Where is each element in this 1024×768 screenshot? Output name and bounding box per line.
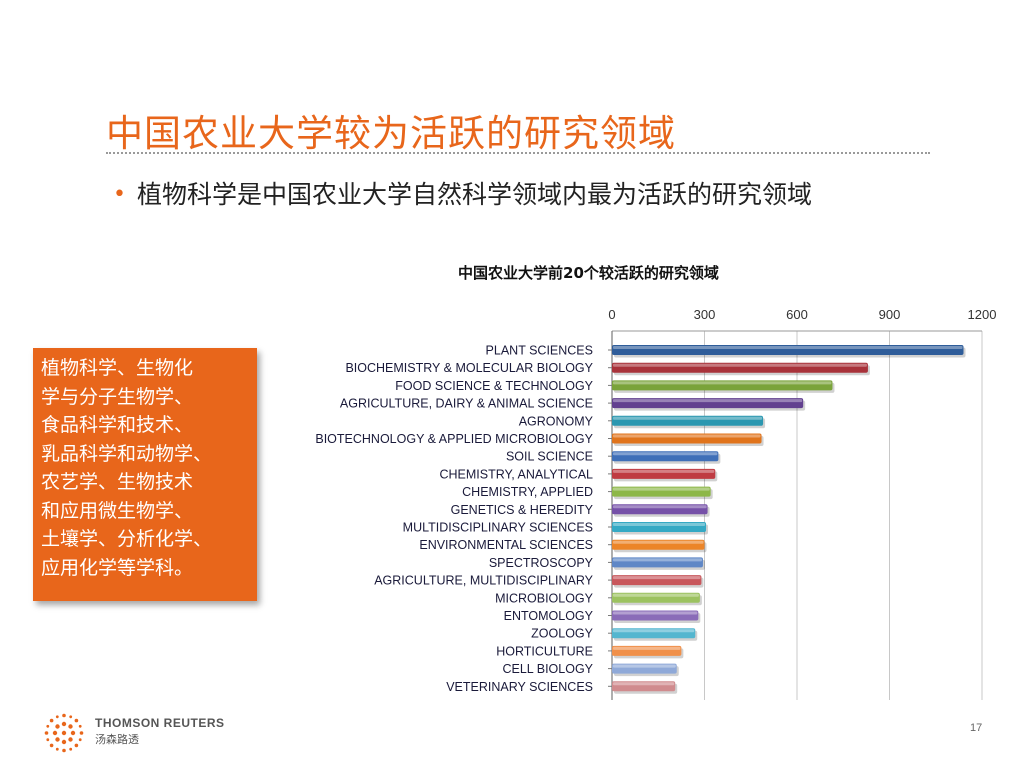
bar	[612, 380, 833, 391]
category-label: VETERINARY SCIENCES	[446, 680, 593, 694]
bar	[612, 486, 711, 497]
x-tick-label: 900	[879, 307, 901, 322]
category-label: ENVIRONMENTAL SCIENCES	[419, 538, 593, 552]
bar-highlight	[613, 452, 718, 456]
category-label: AGRICULTURE, DAIRY & ANIMAL SCIENCE	[340, 397, 593, 411]
callout-text: 植物科学、生物化 学与分子生物学、 食品科学和技术、 乳品科学和动物学、 农艺学…	[41, 357, 213, 579]
footer-brand-chinese: 汤森路透	[95, 733, 139, 746]
category-label: GENETICS & HEREDITY	[451, 503, 594, 517]
bar	[612, 610, 699, 621]
category-label: CELL BIOLOGY	[502, 662, 593, 676]
bar-highlight	[613, 381, 832, 385]
bar	[612, 663, 677, 674]
bar-highlight	[613, 576, 701, 580]
bullet-text: 植物科学是中国农业大学自然科学领域内最为活跃的研究领域	[137, 180, 813, 209]
bar-highlight	[613, 505, 707, 509]
bar-highlight	[613, 629, 695, 633]
bar	[612, 433, 762, 444]
bar-highlight	[613, 682, 675, 686]
x-tick-label: 600	[786, 307, 808, 322]
category-label: FOOD SCIENCE & TECHNOLOGY	[395, 379, 593, 393]
bar-highlight	[613, 611, 698, 615]
bar	[612, 398, 804, 409]
category-label: BIOCHEMISTRY & MOLECULAR BIOLOGY	[345, 361, 593, 375]
bar	[612, 504, 708, 515]
bar	[612, 628, 696, 639]
bar-highlight	[613, 558, 702, 562]
category-label: MULTIDISCIPLINARY SCIENCES	[403, 521, 593, 535]
bar	[612, 575, 702, 586]
bar-highlight	[613, 469, 715, 473]
bar-highlight	[613, 523, 706, 526]
bar-highlight	[613, 646, 681, 650]
x-tick-label: 300	[694, 307, 716, 322]
category-label: CHEMISTRY, APPLIED	[462, 485, 593, 499]
thomson-reuters-logo-icon	[44, 713, 84, 753]
bar-highlight	[613, 593, 699, 597]
bar	[612, 451, 719, 462]
bar	[612, 539, 705, 550]
bar	[612, 415, 764, 426]
chart-title: 中国农业大学前20个较活跃的研究领域	[458, 264, 719, 282]
slide-title: 中国农业大学较为活跃的研究领域	[106, 112, 676, 155]
bullet-marker: •	[113, 182, 126, 207]
bar	[612, 362, 868, 373]
bar	[612, 345, 964, 355]
bar-highlight	[613, 346, 963, 349]
category-label: AGRONOMY	[519, 414, 594, 428]
bar	[612, 592, 700, 603]
x-tick-label: 1200	[968, 307, 997, 322]
bar-highlight	[613, 487, 710, 491]
bar	[612, 557, 703, 568]
category-label: ZOOLOGY	[531, 627, 593, 641]
bar-highlight	[613, 399, 803, 403]
bar-highlight	[613, 664, 676, 668]
category-label: SPECTROSCOPY	[489, 556, 594, 570]
callout-box: 植物科学、生物化 学与分子生物学、 食品科学和技术、 乳品科学和动物学、 农艺学…	[33, 348, 257, 601]
category-label: BIOTECHNOLOGY & APPLIED MICROBIOLOGY	[315, 432, 593, 446]
category-label: HORTICULTURE	[496, 644, 593, 658]
category-label: SOIL SCIENCE	[506, 450, 593, 464]
bar-highlight	[613, 363, 867, 367]
category-label: CHEMISTRY, ANALYTICAL	[439, 467, 593, 481]
category-label: PLANT SCIENCES	[486, 344, 593, 358]
bar	[612, 645, 682, 656]
bar	[612, 468, 716, 479]
category-label: MICROBIOLOGY	[495, 591, 594, 605]
bar-highlight	[613, 540, 704, 544]
category-label: AGRICULTURE, MULTIDISCIPLINARY	[374, 574, 593, 588]
title-divider	[106, 152, 930, 154]
bar-highlight	[613, 416, 763, 420]
bar	[612, 522, 707, 532]
footer-brand: THOMSON REUTERS	[95, 716, 225, 730]
x-tick-label: 0	[608, 307, 615, 322]
category-label: ENTOMOLOGY	[504, 609, 594, 623]
page-number: 17	[970, 722, 983, 734]
bar	[612, 681, 676, 692]
bar-highlight	[613, 434, 761, 438]
